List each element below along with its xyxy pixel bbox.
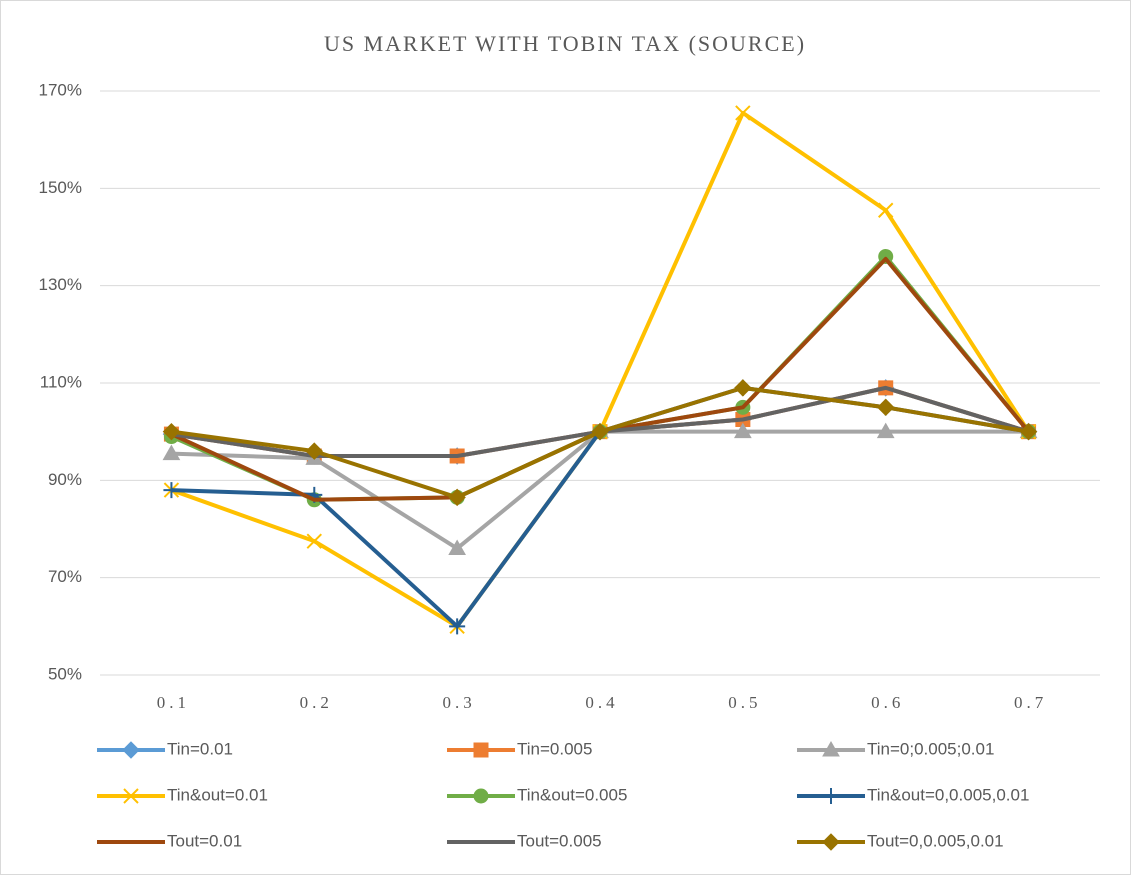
marker xyxy=(306,533,322,549)
marker xyxy=(123,788,139,804)
marker xyxy=(163,482,180,499)
legend-label: Tout=0,0.005,0.01 xyxy=(867,831,1004,850)
legend-label: Tin=0;0.005;0.01 xyxy=(867,739,994,758)
marker xyxy=(733,422,752,439)
x-tick-label: 0.1 xyxy=(157,693,190,712)
marker xyxy=(822,740,840,757)
legend-label: Tin=0.01 xyxy=(167,739,233,758)
marker xyxy=(122,741,140,759)
x-tick-label: 0.2 xyxy=(300,693,333,712)
y-tick-label: 150% xyxy=(39,178,82,197)
y-tick-label: 90% xyxy=(48,470,82,489)
y-tick-label: 50% xyxy=(48,664,82,683)
legend-label: Tout=0.01 xyxy=(167,831,242,850)
marker xyxy=(448,488,466,507)
marker xyxy=(878,202,894,218)
marker xyxy=(473,742,489,758)
legend-label: Tin&out=0.005 xyxy=(517,785,627,804)
y-tick-label: 70% xyxy=(48,567,82,586)
x-tick-label: 0.7 xyxy=(1014,693,1047,712)
legend-label: Tin&out=0,0.005,0.01 xyxy=(867,785,1029,804)
legend-label: Tin=0.005 xyxy=(517,739,592,758)
marker xyxy=(877,398,895,417)
marker xyxy=(449,618,466,635)
x-tick-label: 0.5 xyxy=(728,693,761,712)
y-tick-label: 110% xyxy=(40,372,82,391)
legend-label: Tout=0.005 xyxy=(517,831,602,850)
y-tick-label: 170% xyxy=(39,80,82,99)
marker xyxy=(822,833,840,851)
x-tick-label: 0.4 xyxy=(585,693,618,712)
marker xyxy=(823,788,839,804)
x-tick-label: 0.6 xyxy=(871,693,904,712)
marker xyxy=(162,422,181,441)
marker xyxy=(876,422,895,439)
legend-label: Tin&out=0.01 xyxy=(167,785,268,804)
marker xyxy=(735,105,751,121)
marker xyxy=(162,444,181,461)
marker xyxy=(473,788,489,804)
marker xyxy=(734,379,752,397)
chart-title: US MARKET WITH TOBIN TAX (SOURCE) xyxy=(324,31,806,56)
marker xyxy=(305,442,323,460)
marker xyxy=(591,422,609,441)
x-tick-label: 0.3 xyxy=(443,693,476,712)
marker xyxy=(448,539,467,555)
y-tick-label: 130% xyxy=(39,275,82,294)
marker xyxy=(1019,422,1038,441)
